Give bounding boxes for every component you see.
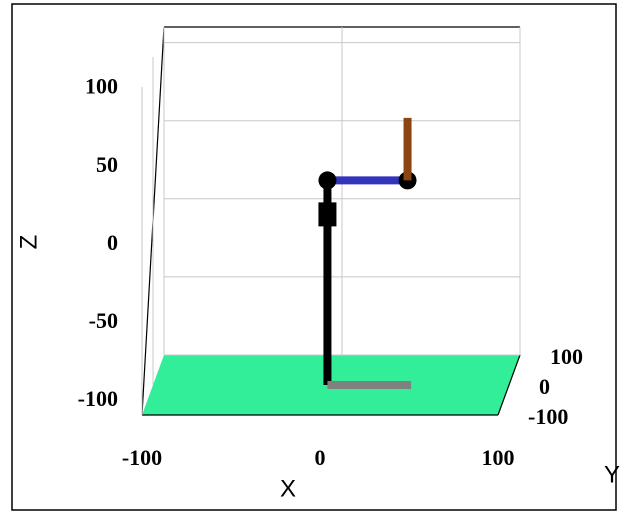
y-tick-label: 100: [550, 344, 583, 369]
x-tick-label: -100: [122, 445, 162, 470]
z-tick-label: 50: [96, 152, 118, 177]
z-tick-label: 100: [85, 74, 118, 99]
y-tick-label: 0: [539, 374, 550, 399]
x-tick-label: 0: [315, 445, 326, 470]
z-axis-label: Z: [15, 235, 42, 250]
y-axis-label: Y: [604, 461, 620, 488]
z-tick-label: -50: [89, 308, 118, 333]
z-tick-label: -100: [78, 386, 118, 411]
z-tick-label: 0: [107, 230, 118, 255]
plot-area: [318, 117, 417, 389]
y-tick-label: -100: [528, 404, 568, 429]
x-tick-label: 100: [482, 445, 515, 470]
joint: [318, 171, 337, 190]
frame: [11, 3, 617, 511]
actuator: [318, 202, 337, 227]
box-edge: [497, 354, 521, 416]
x-axis-label: X: [280, 475, 296, 502]
